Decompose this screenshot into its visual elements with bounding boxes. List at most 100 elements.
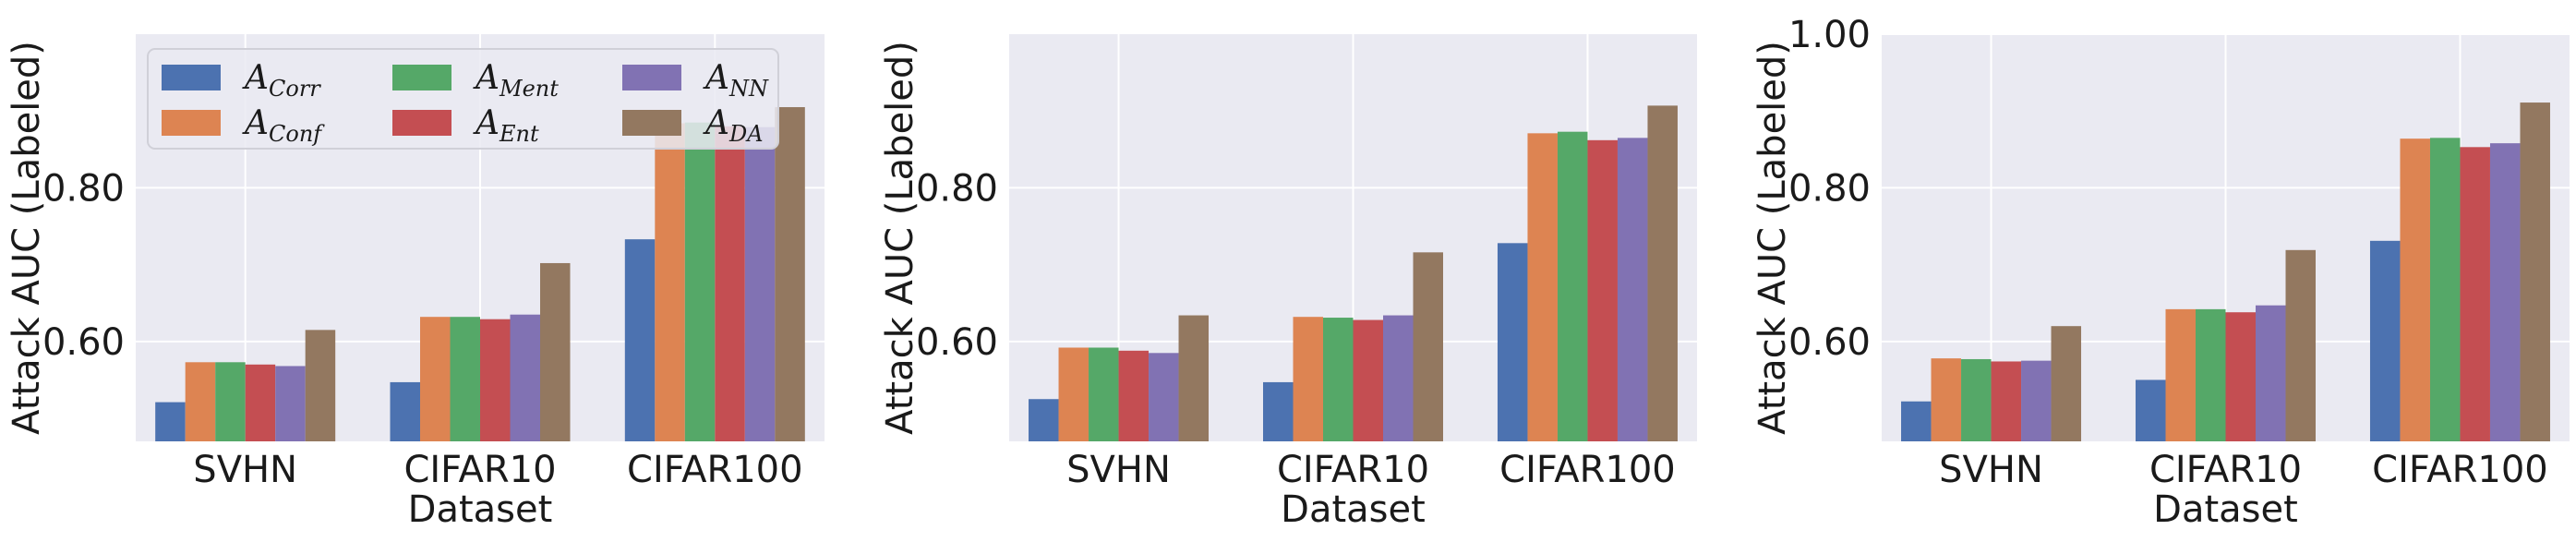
bar-a-nn-cifar100 xyxy=(2489,143,2521,441)
bar-a-nn-svhn xyxy=(2021,360,2052,441)
bar-a-ent-cifar10 xyxy=(1353,319,1383,441)
bar-a-conf-cifar10 xyxy=(420,317,451,441)
legend-item-nn: ANN xyxy=(622,59,769,102)
bar-a-nn-cifar100 xyxy=(744,126,776,441)
bar-a-nn-cifar100 xyxy=(1617,138,1648,441)
bar-a-corr-cifar10 xyxy=(2136,379,2166,441)
x-tick-label: CIFAR100 xyxy=(627,449,803,491)
bar-a-da-cifar10 xyxy=(2285,249,2316,441)
bar-a-corr-svhn xyxy=(1029,399,1059,441)
legend-label: ACorr xyxy=(242,59,321,102)
x-tick-label: CIFAR10 xyxy=(2149,449,2302,491)
bar-a-ent-cifar10 xyxy=(480,319,511,441)
y-tick-label: 0.80 xyxy=(42,167,125,210)
legend-label: AEnt xyxy=(473,104,539,147)
legend-label: AMent xyxy=(473,59,559,102)
bar-a-da-cifar100 xyxy=(1647,105,1678,441)
bar-a-ment-cifar10 xyxy=(450,317,480,441)
bar-a-conf-cifar100 xyxy=(2400,138,2430,441)
y-axis-label: Attack AUC (Labeled) xyxy=(879,41,921,435)
legend-label: ADA xyxy=(703,104,764,147)
bar-a-ent-svhn xyxy=(1118,350,1150,441)
bar-a-conf-svhn xyxy=(185,362,216,441)
legend-item-da: ADA xyxy=(622,104,764,147)
legend-label: AConf xyxy=(242,104,325,147)
y-tick-label: 0.60 xyxy=(916,321,998,364)
bar-a-ment-cifar100 xyxy=(1557,131,1588,441)
legend-label: ANN xyxy=(703,59,769,102)
bar-a-ment-cifar10 xyxy=(1323,318,1354,441)
legend-swatch xyxy=(392,110,451,136)
bar-a-ment-cifar100 xyxy=(684,122,716,442)
bar-a-nn-svhn xyxy=(275,366,306,441)
chart-panel-2: 0.60 0.80 SVHN CIFAR10 CIFAR100 Dataset Attack… xyxy=(879,34,1697,531)
y-tick-label: 0.80 xyxy=(1788,167,1871,210)
bar-a-corr-cifar10 xyxy=(390,381,420,441)
x-tick-label: SVHN xyxy=(193,449,297,491)
x-axis-label: Dataset xyxy=(2153,488,2298,531)
bar-a-nn-cifar10 xyxy=(510,314,540,441)
chart-panel-3: 0.60 0.80 1.00 SVHN CIFAR10 CIFAR100 Dataset At… xyxy=(1751,14,2570,531)
bar-a-da-svhn xyxy=(1178,315,1210,441)
x-axis-label: Dataset xyxy=(408,488,553,531)
bar-a-ent-cifar100 xyxy=(2460,147,2490,441)
legend-swatch xyxy=(622,110,681,136)
bar-a-corr-cifar100 xyxy=(624,239,656,441)
bar-a-conf-svhn xyxy=(1058,347,1089,441)
y-tick-label: 0.60 xyxy=(42,321,125,364)
x-tick-label: SVHN xyxy=(1066,449,1171,491)
bar-a-da-cifar10 xyxy=(1413,252,1443,441)
bar-a-corr-svhn xyxy=(155,402,186,441)
bar-a-ment-svhn xyxy=(1961,358,1992,441)
x-tick-label: CIFAR100 xyxy=(1499,449,1676,491)
x-tick-label: CIFAR10 xyxy=(403,449,556,491)
legend-item-ment: AMent xyxy=(392,59,559,102)
bar-a-ment-cifar10 xyxy=(2196,308,2226,441)
bar-a-nn-cifar10 xyxy=(2256,305,2286,441)
bar-a-conf-svhn xyxy=(1931,358,1962,441)
legend-swatch xyxy=(392,65,451,90)
y-tick-label: 0.80 xyxy=(916,167,998,210)
bar-a-da-svhn xyxy=(2051,326,2082,441)
bar-a-conf-cifar10 xyxy=(1293,317,1323,441)
bar-a-ment-svhn xyxy=(1089,347,1119,441)
bar-a-corr-svhn xyxy=(1901,401,1932,441)
y-axis-label: Attack AUC (Labeled) xyxy=(1751,41,1794,435)
bar-a-ent-svhn xyxy=(245,364,276,441)
legend-swatch xyxy=(162,65,221,90)
x-tick-label: CIFAR100 xyxy=(2372,449,2548,491)
bar-a-corr-cifar100 xyxy=(2369,240,2401,441)
bar-a-ment-svhn xyxy=(215,362,246,441)
bar-a-conf-cifar100 xyxy=(1527,133,1558,441)
x-axis-label: Dataset xyxy=(1281,488,1426,531)
bar-a-ment-cifar100 xyxy=(2429,138,2461,441)
bar-a-ent-cifar100 xyxy=(715,126,745,441)
x-tick-label: SVHN xyxy=(1939,449,2043,491)
legend-item-conf: AConf xyxy=(162,104,325,147)
bar-a-ent-svhn xyxy=(1991,361,2022,441)
legend-frame xyxy=(147,48,779,150)
legend-item-ent: AEnt xyxy=(392,104,539,147)
y-tick-label: 0.60 xyxy=(1788,321,1871,364)
y-tick-label: 1.00 xyxy=(1788,14,1871,56)
bar-a-da-cifar100 xyxy=(2520,102,2550,441)
bar-a-conf-cifar100 xyxy=(655,123,685,441)
bar-a-nn-svhn xyxy=(1149,353,1179,441)
x-tick-label: CIFAR10 xyxy=(1277,449,1429,491)
bar-a-da-cifar100 xyxy=(775,107,805,441)
bar-a-da-cifar10 xyxy=(540,262,571,441)
bar-a-conf-cifar10 xyxy=(2165,308,2196,441)
bar-a-da-svhn xyxy=(305,330,336,441)
legend-swatch xyxy=(162,110,221,136)
bar-a-nn-cifar10 xyxy=(1383,315,1414,441)
bar-a-corr-cifar10 xyxy=(1263,381,1294,441)
y-axis-label: Attack AUC (Labeled) xyxy=(6,41,48,435)
legend-swatch xyxy=(622,65,681,90)
bar-a-ent-cifar10 xyxy=(2225,312,2256,441)
bar-a-corr-cifar100 xyxy=(1497,243,1528,441)
legend-item-corr: ACorr xyxy=(162,59,321,102)
bar-a-ent-cifar100 xyxy=(1587,139,1618,441)
